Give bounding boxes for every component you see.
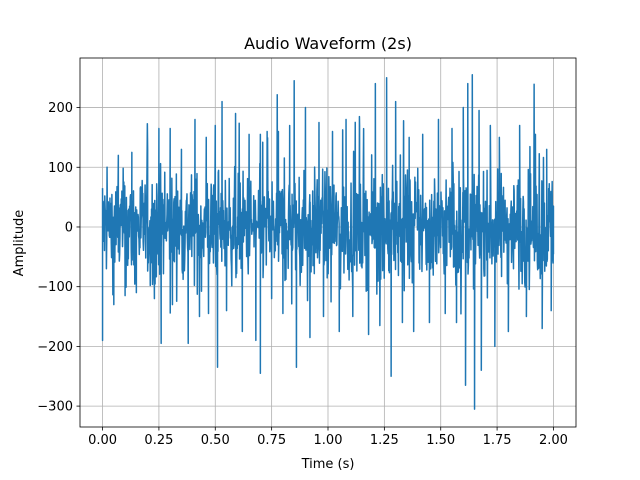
chart-title: Audio Waveform (2s) — [244, 34, 412, 53]
x-tick-label: 1.50 — [426, 433, 455, 448]
x-axis-ticks: 0.00 0.25 0.50 0.75 1.00 1.25 1.50 1.75 2.00 — [88, 427, 568, 448]
y-tick-label: −100 — [37, 280, 73, 295]
y-tick-label: −200 — [37, 340, 73, 355]
x-tick-label: 0.00 — [88, 433, 117, 448]
y-axis-ticks: −300 −200 −100 0 100 200 — [37, 101, 80, 415]
x-axis-label: Time (s) — [301, 457, 355, 472]
y-tick-label: 100 — [48, 161, 73, 176]
series-layer — [101, 73, 555, 410]
y-tick-label: 0 — [65, 220, 73, 235]
y-tick-label: 200 — [48, 101, 73, 116]
x-tick-label: 1.25 — [370, 433, 399, 448]
x-tick-label: 0.25 — [144, 433, 173, 448]
x-tick-label: 1.00 — [314, 433, 343, 448]
x-tick-label: 2.00 — [539, 433, 568, 448]
x-tick-label: 0.75 — [257, 433, 286, 448]
x-tick-label: 0.50 — [201, 433, 230, 448]
y-tick-label: −300 — [37, 400, 73, 415]
waveform-line — [101, 73, 555, 410]
y-axis-label: Amplitude — [12, 210, 27, 277]
x-tick-label: 1.75 — [483, 433, 512, 448]
